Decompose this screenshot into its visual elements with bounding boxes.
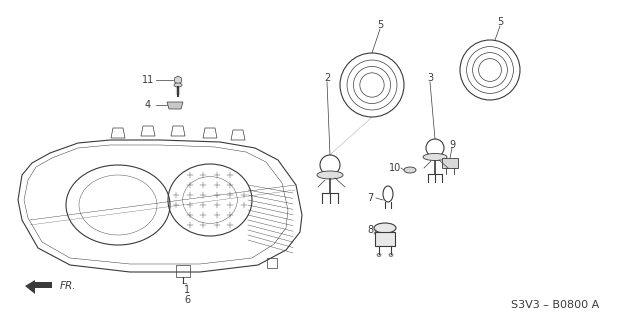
Text: 7: 7 [367,193,373,203]
Bar [176,265,190,277]
Bar [375,232,395,246]
Bar [267,258,277,268]
Bar [442,158,458,168]
Ellipse shape [317,171,343,179]
Text: 1: 1 [184,285,190,295]
Ellipse shape [377,254,381,256]
Polygon shape [167,102,183,109]
Ellipse shape [423,153,447,160]
Ellipse shape [404,167,416,173]
Polygon shape [25,280,52,294]
Text: 6: 6 [184,295,190,305]
Text: FR.: FR. [60,281,77,291]
Text: 3: 3 [427,73,433,83]
Text: 10: 10 [389,163,401,173]
Text: 9: 9 [449,140,455,150]
Text: 8: 8 [367,225,373,235]
Ellipse shape [374,223,396,233]
Polygon shape [175,76,182,84]
Text: 11: 11 [142,75,154,85]
Ellipse shape [389,254,393,256]
Text: 5: 5 [497,17,503,27]
Text: 5: 5 [377,20,383,30]
Text: 4: 4 [145,100,151,110]
Text: S3V3 – B0800 A: S3V3 – B0800 A [511,300,599,310]
Ellipse shape [174,83,182,87]
Text: 2: 2 [324,73,330,83]
